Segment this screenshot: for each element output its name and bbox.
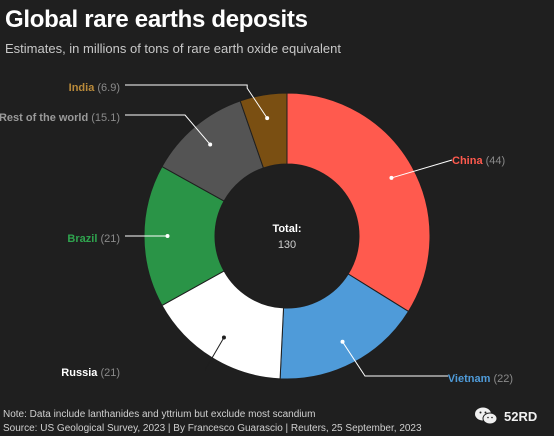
source-line: Source: US Geological Survey, 2023 | By … (3, 423, 422, 434)
label-india: India (6.9) (69, 82, 120, 94)
label-value-brazil: (21) (100, 233, 120, 245)
label-name-india: India (69, 82, 98, 94)
leader-dot-brazil (165, 234, 170, 238)
leader-line-china (391, 159, 453, 179)
label-name-russia: Russia (61, 367, 100, 379)
leader-dot-vietnam (340, 339, 345, 344)
label-name-china: China (452, 155, 486, 167)
slice-china (286, 92, 431, 313)
leader-line-india (125, 84, 268, 119)
leader-line-rest-of-the-world (125, 114, 211, 145)
leader-line-vietnam (342, 341, 448, 377)
label-china: China (44) (452, 155, 505, 167)
label-russia: Russia (21) (61, 367, 120, 379)
label-name-brazil: Brazil (67, 233, 100, 245)
watermark-text: 52RD (504, 408, 538, 424)
label-value-russia: (21) (100, 367, 120, 379)
leader-dot-china (389, 175, 394, 180)
slice-india (239, 92, 288, 169)
footnote: Note: Data include lanthanides and yttri… (3, 409, 316, 420)
label-value-vietnam: (22) (493, 373, 513, 385)
center-total-value: 130 (278, 239, 296, 251)
label-name-rest-of-the-world: Rest of the world (0, 112, 91, 124)
slice-vietnam (279, 273, 410, 380)
leader-dot-rest-of-the-world (208, 142, 213, 147)
leader-line-russia (125, 337, 225, 371)
label-value-china: (44) (486, 155, 506, 167)
leader-dot-india (265, 116, 270, 121)
label-rest-of-the-world: Rest of the world (15.1) (0, 112, 120, 124)
center-total-label: Total: (272, 223, 301, 235)
wechat-icon (475, 407, 498, 425)
label-vietnam: Vietnam (22) (448, 373, 513, 385)
label-value-rest-of-the-world: (15.1) (91, 112, 120, 124)
label-brazil: Brazil (21) (67, 233, 120, 245)
leader-dot-russia (221, 335, 226, 340)
label-value-india: (6.9) (97, 82, 120, 94)
chart-title: Global rare earths deposits (5, 6, 308, 33)
chart-subtitle: Estimates, in millions of tons of rare e… (5, 41, 342, 56)
watermark: 52RD (474, 406, 537, 426)
label-name-vietnam: Vietnam (448, 373, 494, 385)
